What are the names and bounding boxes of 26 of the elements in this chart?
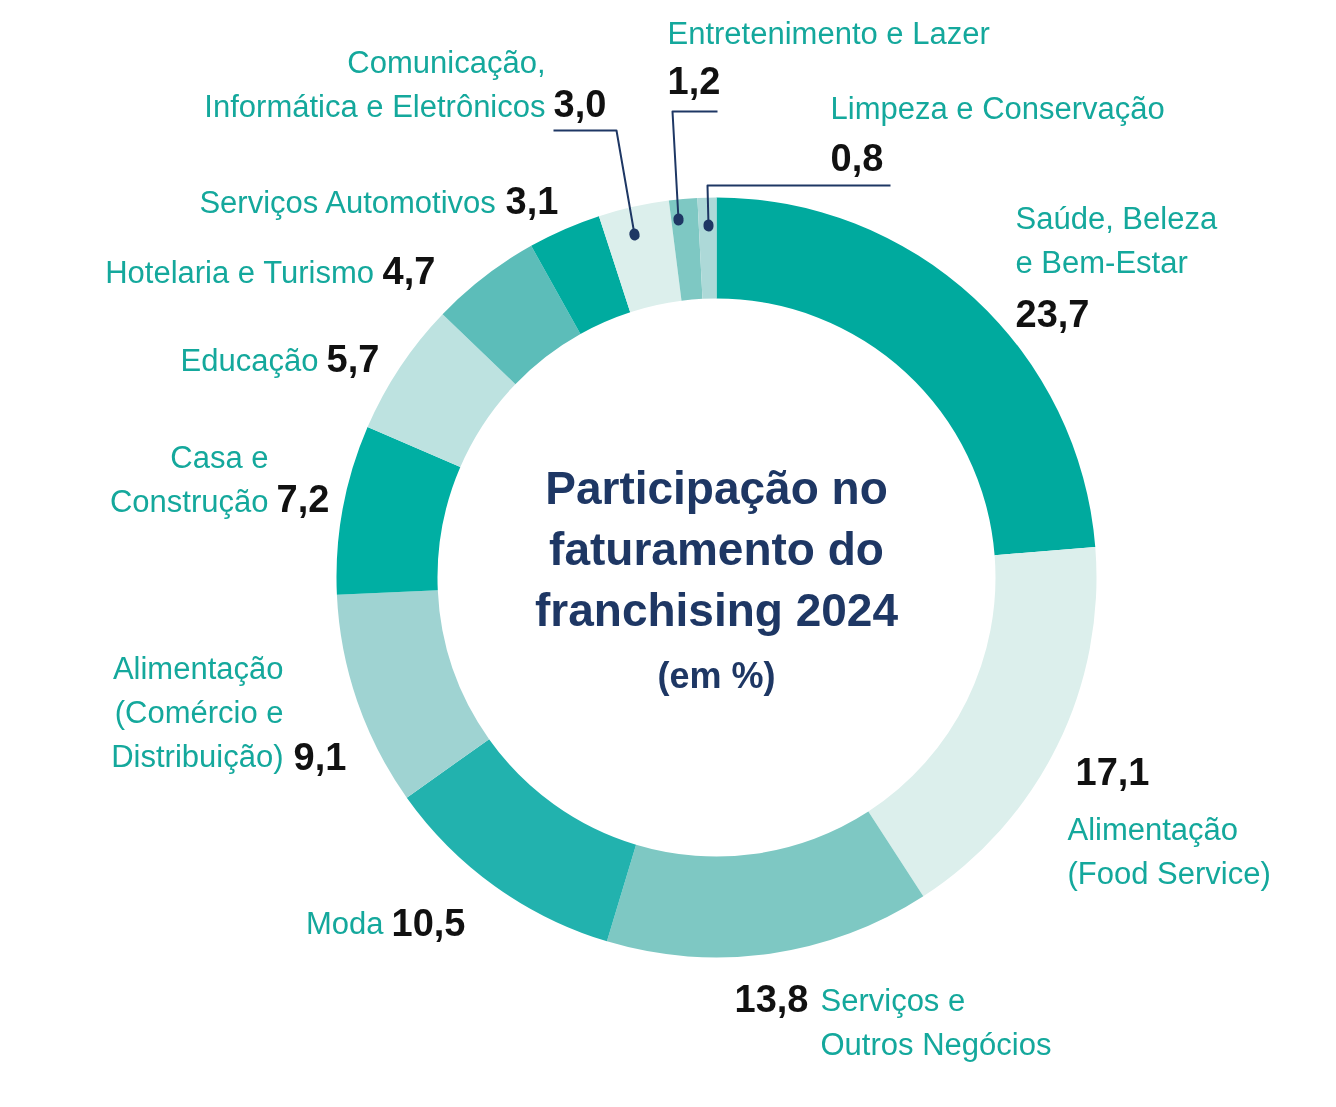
data-label: 17,1 <box>1075 751 1150 793</box>
text: (em %) <box>657 655 776 696</box>
slice-label: Hotelaria e Turismo <box>105 255 374 290</box>
slice-label: Serviços Automotivos <box>199 185 496 220</box>
slice-label: Moda <box>305 906 385 941</box>
slice-label: Alimentação (Food Service) <box>1067 812 1271 891</box>
slice-label: Serviços e Outros Negócios <box>820 983 1052 1062</box>
slice-label: Alimentação (Comércio e Distribuição) <box>111 651 284 774</box>
data-label: 4,7 <box>382 250 436 292</box>
data-label: 23,7 <box>1015 293 1090 335</box>
slice-label: Entretenimento e Lazer <box>667 16 990 51</box>
data-label: 10,5 <box>391 902 466 944</box>
data-label: 3,0 <box>553 83 607 125</box>
data-label: 5,7 <box>326 338 380 380</box>
data-label: 13,8 <box>734 978 809 1020</box>
slice-label: Comunicação, Informática e Eletrônicos <box>204 45 546 124</box>
slice-label: Saúde, Beleza e Bem-Estar <box>1015 201 1218 280</box>
data-label: 3,1 <box>505 180 559 222</box>
data-label: 9,1 <box>293 736 347 778</box>
text: Participação no faturamento do franchising 2024 <box>534 461 899 636</box>
slice-label: Educação <box>180 343 319 378</box>
data-label: 1,2 <box>667 60 721 102</box>
data-label: 0,8 <box>830 137 884 179</box>
slice-label: Casa e Construção <box>109 440 269 519</box>
slice-label: Limpeza e Conservação <box>830 91 1165 126</box>
data-label: 7,2 <box>276 478 330 520</box>
